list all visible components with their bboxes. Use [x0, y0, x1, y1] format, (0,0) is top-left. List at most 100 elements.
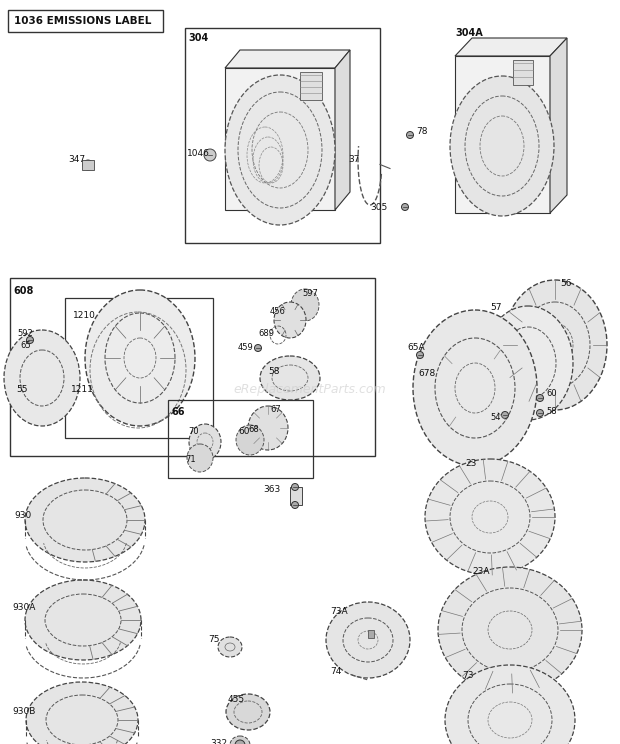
Text: 304: 304 — [188, 33, 208, 43]
Text: 455: 455 — [228, 696, 245, 705]
Text: 608: 608 — [13, 286, 33, 296]
Circle shape — [254, 344, 262, 351]
Ellipse shape — [25, 478, 145, 562]
Ellipse shape — [260, 356, 320, 400]
Text: 58: 58 — [546, 408, 557, 417]
Polygon shape — [455, 56, 550, 213]
Text: 67: 67 — [270, 405, 281, 414]
Polygon shape — [225, 68, 335, 210]
Ellipse shape — [450, 76, 554, 216]
Text: 56: 56 — [560, 278, 572, 287]
Circle shape — [235, 740, 245, 744]
Text: 55: 55 — [16, 385, 27, 394]
Circle shape — [536, 394, 544, 402]
Text: 592: 592 — [17, 329, 33, 338]
Text: 70: 70 — [188, 428, 198, 437]
Text: 73A: 73A — [330, 608, 348, 617]
Ellipse shape — [438, 567, 582, 693]
Ellipse shape — [291, 289, 319, 321]
Circle shape — [291, 484, 298, 490]
Circle shape — [83, 160, 93, 170]
Text: 60: 60 — [238, 426, 249, 435]
Text: 73: 73 — [462, 670, 474, 679]
Polygon shape — [550, 38, 567, 213]
Text: 74: 74 — [330, 667, 342, 676]
Circle shape — [407, 132, 414, 138]
Text: 57: 57 — [490, 304, 502, 312]
Ellipse shape — [274, 302, 306, 338]
Bar — [290, 487, 302, 505]
Text: 332: 332 — [210, 739, 227, 744]
Text: 58: 58 — [268, 368, 280, 376]
Circle shape — [536, 409, 544, 417]
Bar — [82, 160, 94, 170]
Text: 60: 60 — [546, 390, 557, 399]
Ellipse shape — [445, 665, 575, 744]
Circle shape — [291, 501, 298, 508]
Text: 304A: 304A — [455, 28, 483, 38]
Text: 347: 347 — [68, 155, 85, 164]
Ellipse shape — [189, 424, 221, 460]
Text: 1036 EMISSIONS LABEL: 1036 EMISSIONS LABEL — [14, 16, 151, 26]
Text: 678: 678 — [418, 370, 435, 379]
Ellipse shape — [248, 406, 288, 450]
Text: 65: 65 — [20, 341, 30, 350]
Text: 1046: 1046 — [187, 149, 210, 158]
Ellipse shape — [326, 602, 410, 678]
Text: 78: 78 — [416, 127, 428, 136]
Text: 71: 71 — [185, 455, 196, 464]
Ellipse shape — [225, 75, 335, 225]
Text: 23: 23 — [465, 460, 476, 469]
Bar — [185, 28, 380, 243]
Text: 597: 597 — [302, 289, 318, 298]
Polygon shape — [225, 50, 350, 68]
Ellipse shape — [425, 459, 555, 575]
Text: 68: 68 — [248, 426, 259, 434]
Text: 54: 54 — [490, 414, 500, 423]
Ellipse shape — [85, 290, 195, 426]
Text: 75: 75 — [208, 635, 219, 644]
Text: 689: 689 — [258, 329, 274, 338]
Text: 456: 456 — [270, 307, 286, 315]
Bar — [300, 72, 322, 100]
Text: 37: 37 — [348, 155, 360, 164]
Bar — [513, 60, 533, 85]
Bar — [8, 10, 163, 32]
Ellipse shape — [218, 637, 242, 657]
Ellipse shape — [230, 736, 250, 744]
Text: 1211: 1211 — [71, 385, 94, 394]
Ellipse shape — [26, 682, 138, 744]
Ellipse shape — [25, 580, 141, 660]
Circle shape — [417, 351, 423, 359]
Text: 66: 66 — [171, 407, 185, 417]
Text: 305: 305 — [370, 202, 388, 211]
Text: 930A: 930A — [12, 603, 35, 612]
Ellipse shape — [236, 425, 264, 455]
Circle shape — [27, 336, 33, 344]
Circle shape — [206, 152, 213, 158]
Bar — [258, 425, 280, 438]
Bar — [168, 400, 313, 478]
Polygon shape — [335, 50, 350, 210]
Ellipse shape — [187, 444, 213, 472]
Ellipse shape — [503, 280, 607, 410]
Text: 65A: 65A — [407, 344, 425, 353]
Bar — [65, 298, 213, 438]
Text: 459: 459 — [238, 344, 254, 353]
Text: 930: 930 — [14, 510, 31, 519]
Text: 23A: 23A — [472, 568, 490, 577]
Circle shape — [502, 411, 508, 418]
Text: 930B: 930B — [12, 708, 35, 716]
Bar — [368, 630, 374, 638]
Polygon shape — [455, 38, 567, 56]
Ellipse shape — [226, 694, 270, 730]
Text: eReplacementParts.com: eReplacementParts.com — [234, 383, 386, 397]
Bar — [10, 278, 375, 456]
Circle shape — [402, 204, 409, 211]
Circle shape — [204, 149, 216, 161]
Ellipse shape — [413, 310, 537, 466]
Text: 1210: 1210 — [73, 312, 96, 321]
Text: 363: 363 — [263, 486, 280, 495]
Ellipse shape — [483, 306, 573, 420]
Ellipse shape — [4, 330, 80, 426]
